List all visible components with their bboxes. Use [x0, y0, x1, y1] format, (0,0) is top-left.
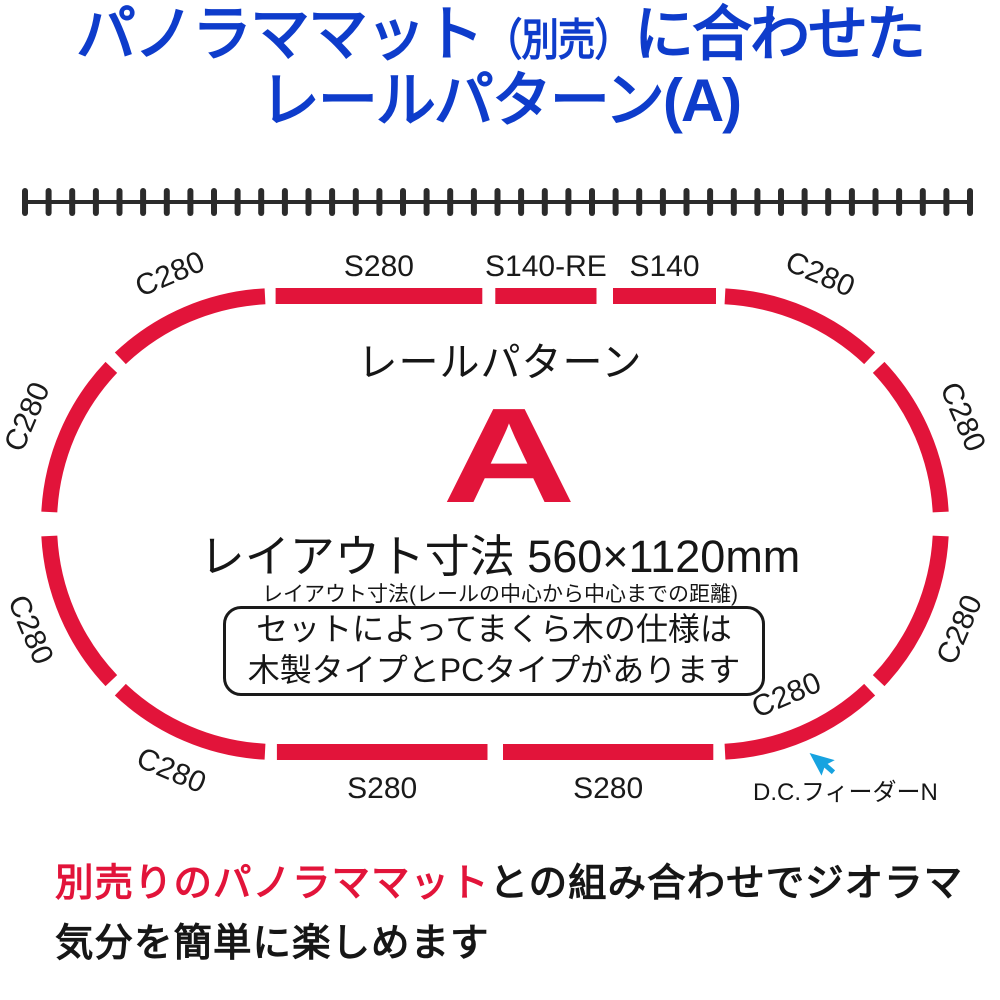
- svg-text:S140-RE: S140-RE: [485, 250, 607, 283]
- svg-text:C280: C280: [781, 245, 860, 304]
- svg-text:C280: C280: [132, 741, 211, 800]
- svg-text:C280: C280: [131, 245, 210, 304]
- svg-text:S280: S280: [573, 772, 643, 805]
- svg-text:S140: S140: [629, 250, 699, 283]
- svg-text:S280: S280: [347, 772, 417, 805]
- svg-text:S280: S280: [344, 250, 414, 283]
